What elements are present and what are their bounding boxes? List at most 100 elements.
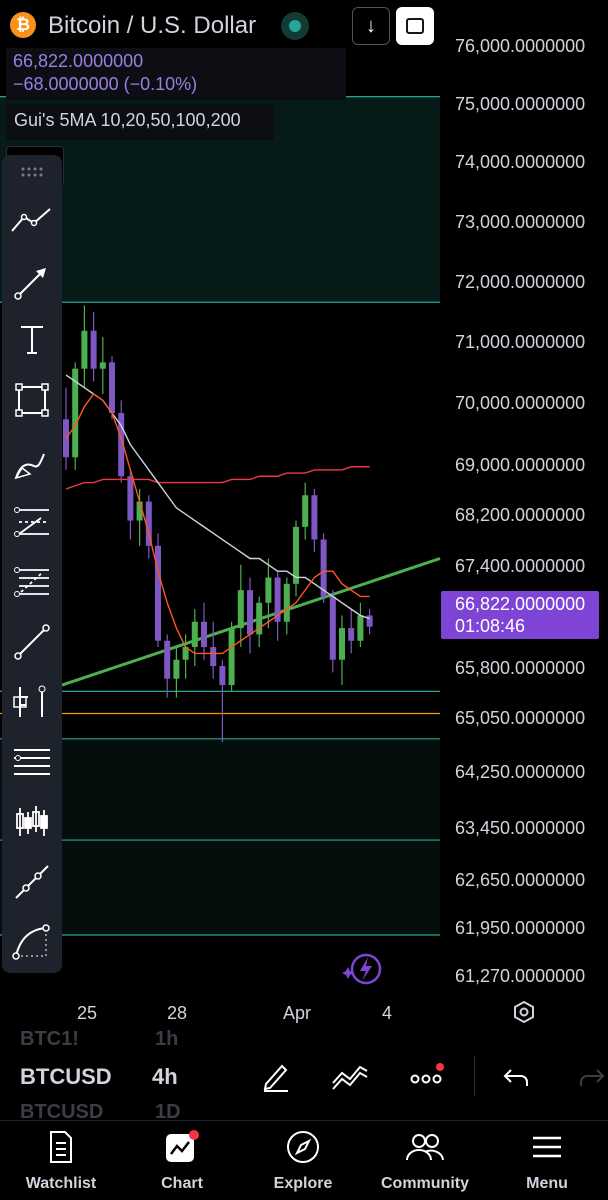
bottom-navigation[interactable]: Watchlist Chart Explore Community Menu (0, 1120, 608, 1200)
ma-mid-line (65, 374, 370, 620)
nav-menu[interactable]: Menu (492, 1129, 602, 1199)
candle-body (136, 501, 143, 521)
price-info: 66,822.0000000 −68.0000000 (−0.10%) (6, 48, 346, 100)
candle-body (348, 628, 355, 641)
candle-body (81, 330, 88, 369)
candle-body (366, 615, 373, 627)
fib-icon (14, 567, 49, 597)
y-tick-label: 75,000.0000000 (455, 94, 586, 114)
drag-handle-icon[interactable] (20, 167, 44, 177)
y-tick-label: 73,000.0000000 (455, 212, 586, 232)
x-tick-label: 4 (382, 1003, 393, 1023)
candle-body (72, 368, 79, 458)
candle-body (219, 666, 226, 686)
measure-tool[interactable] (2, 677, 62, 727)
y-tick-label: 72,000.0000000 (455, 272, 586, 292)
candle-body (164, 640, 171, 679)
candle-body (283, 583, 290, 622)
community-icon (406, 1134, 444, 1161)
candle-body (237, 590, 244, 629)
indicators-icon (332, 1065, 368, 1090)
path-icon (15, 865, 49, 899)
support-zone (0, 738, 440, 935)
symbol-selector[interactable]: BTCUSD (20, 1064, 112, 1089)
watchlist-icon (50, 1131, 72, 1163)
x-tick-label: Apr (283, 1003, 312, 1023)
nav-chart[interactable]: Chart (127, 1129, 237, 1199)
text-tool[interactable] (2, 315, 62, 365)
curve-tool[interactable] (2, 917, 62, 967)
next-timeframe[interactable]: 1D (155, 1101, 181, 1123)
prev-symbol[interactable]: BTC1! (20, 1028, 79, 1050)
pitchfork-icon (14, 507, 49, 537)
arrow-down-icon: ↓ (366, 14, 376, 37)
rectangle-tool[interactable] (2, 375, 62, 425)
current-price-label: 66,822.0000000 01:08:46 (441, 591, 599, 639)
prev-timeframe[interactable]: 1h (155, 1028, 179, 1050)
fullscreen-button[interactable] (396, 7, 434, 45)
pitchfork-tool[interactable] (2, 497, 62, 547)
nav-explore[interactable]: Explore (248, 1129, 358, 1199)
scroll-down-button[interactable]: ↓ (352, 7, 390, 45)
next-symbol[interactable]: BTCUSD (20, 1101, 104, 1123)
drawing-toolbar[interactable] (2, 155, 62, 973)
y-tick-label: 68,200.0000000 (455, 505, 586, 525)
x-tick-label: 28 (167, 1003, 188, 1023)
trend-line-icon (11, 208, 51, 232)
candle-body (173, 659, 180, 679)
y-tick-label: 61,270.0000000 (455, 966, 586, 986)
nav-label: Explore (273, 1175, 333, 1192)
candle-body (118, 412, 125, 477)
fib-retracement-tool[interactable] (2, 557, 62, 607)
nav-community[interactable]: Community (370, 1129, 480, 1199)
brush-icon (14, 453, 45, 480)
candle-body (201, 621, 207, 648)
candle-body (145, 501, 152, 546)
current-price-value: 66,822.0000000 (455, 594, 586, 614)
undo-button[interactable] (494, 1058, 538, 1094)
price-change: −68.0000000 (−0.10%) (13, 74, 198, 94)
chart-area[interactable] (0, 0, 608, 1035)
symbol-title[interactable]: Bitcoin / U.S. Dollar (48, 12, 257, 39)
fullscreen-icon (406, 18, 424, 34)
bar-countdown: 01:08:46 (455, 616, 526, 636)
candle-body (339, 628, 345, 660)
candle-body (90, 330, 97, 369)
redo-button[interactable] (570, 1058, 608, 1094)
y-tick-label: 71,000.0000000 (455, 332, 586, 352)
lightning-icon[interactable] (340, 951, 384, 987)
brush-tool[interactable] (2, 440, 62, 490)
chart-settings-icon[interactable] (512, 1000, 536, 1024)
compass-icon (287, 1131, 319, 1163)
y-tick-label: 63,450.0000000 (455, 818, 586, 838)
last-price: 66,822.0000000 (13, 51, 144, 71)
candle-body (109, 362, 115, 413)
candles-pattern-tool[interactable] (2, 797, 62, 847)
indicator-legend[interactable]: Gui's 5MA 10,20,50,100,200 (6, 104, 274, 140)
toolbar-divider (474, 1056, 475, 1096)
y-tick-label: 65,800.0000000 (455, 658, 586, 678)
candle-body (191, 621, 198, 648)
nav-label: Menu (526, 1175, 568, 1192)
timeframe-selector[interactable]: 4h (152, 1064, 178, 1089)
line-tool[interactable] (2, 617, 62, 667)
arrow-icon (14, 268, 46, 300)
nav-watchlist[interactable]: Watchlist (6, 1129, 116, 1199)
y-tick-label: 76,000.0000000 (455, 36, 586, 56)
y-tick-label: 61,950.0000000 (455, 918, 586, 938)
path-tool[interactable] (2, 857, 62, 907)
curve-icon (12, 924, 50, 960)
candle-body (155, 545, 161, 641)
drawing-mode-button[interactable] (254, 1058, 298, 1094)
y-tick-label: 74,000.0000000 (455, 152, 586, 172)
horizontal-lines-tool[interactable] (2, 737, 62, 787)
trend-line-tool[interactable] (2, 195, 62, 245)
candle-body (274, 577, 281, 622)
ma-fast-line (65, 393, 370, 655)
more-options-button[interactable] (404, 1058, 448, 1094)
arrow-tool[interactable] (2, 257, 62, 307)
indicators-button[interactable] (328, 1058, 372, 1094)
symbol-header[interactable]: ₿ Bitcoin / U.S. Dollar (0, 0, 340, 50)
bitcoin-logo-icon: ₿ (10, 12, 36, 38)
candle-body (302, 495, 309, 527)
